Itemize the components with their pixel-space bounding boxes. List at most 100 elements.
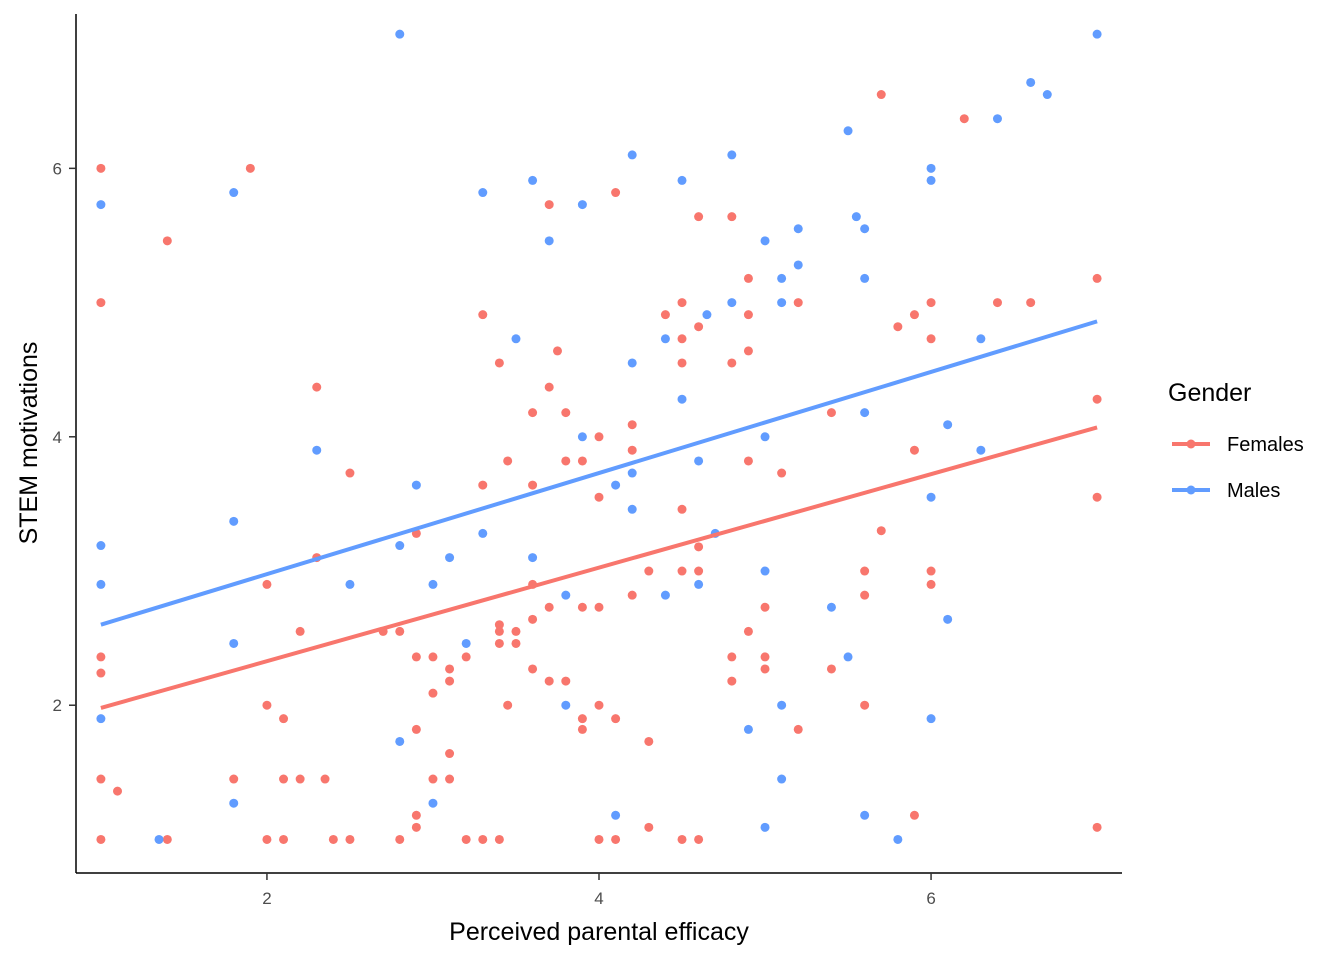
x-axis-title: Perceived parental efficacy	[449, 918, 749, 946]
point-females	[1092, 822, 1102, 832]
point-males	[943, 614, 953, 624]
point-males	[96, 541, 106, 551]
point-females	[528, 664, 538, 674]
point-females	[96, 163, 106, 173]
point-females	[411, 724, 421, 734]
point-females	[992, 298, 1002, 308]
point-females	[1092, 394, 1102, 404]
point-males	[826, 602, 836, 612]
point-males	[760, 236, 770, 246]
point-males	[611, 480, 621, 490]
point-females	[743, 626, 753, 636]
point-females	[926, 566, 936, 576]
y-tick-label: 4	[53, 428, 62, 447]
point-females	[544, 200, 554, 210]
point-females	[320, 774, 330, 784]
point-females	[561, 456, 571, 466]
point-females	[262, 700, 272, 710]
point-females	[445, 676, 455, 686]
point-females	[544, 382, 554, 392]
legend-item-females: Females	[1172, 434, 1304, 456]
point-females	[162, 834, 172, 844]
point-males	[96, 200, 106, 210]
point-males	[154, 834, 164, 844]
point-females	[694, 322, 704, 332]
point-males	[851, 212, 861, 222]
point-females	[743, 346, 753, 356]
point-females	[677, 334, 687, 344]
point-females	[860, 700, 870, 710]
point-females	[1092, 273, 1102, 283]
point-females	[345, 468, 355, 478]
point-males	[727, 150, 737, 160]
point-females	[561, 408, 571, 418]
point-females	[860, 566, 870, 576]
point-females	[677, 298, 687, 308]
point-females	[411, 652, 421, 662]
point-males	[1026, 77, 1036, 87]
point-males	[694, 456, 704, 466]
point-females	[395, 834, 405, 844]
point-males	[478, 188, 488, 198]
point-males	[345, 579, 355, 589]
point-females	[627, 445, 637, 455]
point-males	[528, 553, 538, 563]
point-males	[992, 114, 1002, 124]
point-females	[503, 700, 513, 710]
point-females	[694, 542, 704, 552]
point-females	[262, 579, 272, 589]
point-females	[777, 468, 787, 478]
trend-lines	[100, 319, 1098, 710]
point-males	[660, 590, 670, 600]
point-females	[279, 834, 289, 844]
point-females	[279, 774, 289, 784]
point-females	[677, 504, 687, 514]
x-tick-label: 6	[926, 889, 935, 908]
point-males	[926, 714, 936, 724]
point-females	[577, 724, 587, 734]
point-females	[577, 456, 587, 466]
point-males	[395, 541, 405, 551]
legend-key-point	[1186, 439, 1196, 449]
point-females	[677, 358, 687, 368]
point-females	[96, 298, 106, 308]
point-females	[826, 408, 836, 418]
point-males	[229, 638, 239, 648]
point-males	[627, 150, 637, 160]
point-males	[893, 834, 903, 844]
x-tick-label: 4	[594, 889, 603, 908]
point-females	[677, 834, 687, 844]
point-females	[1092, 492, 1102, 502]
point-females	[594, 432, 604, 442]
point-females	[494, 626, 504, 636]
x-axis-ticks: 2 4 6	[262, 873, 936, 908]
y-axis-ticks: 2 4 6	[53, 159, 76, 715]
point-females	[428, 652, 438, 662]
point-females	[561, 676, 571, 686]
point-males	[1092, 29, 1102, 39]
point-males	[511, 334, 521, 344]
point-males	[926, 175, 936, 185]
point-females	[660, 310, 670, 320]
point-females	[445, 664, 455, 674]
point-males	[96, 579, 106, 589]
point-males	[96, 714, 106, 724]
point-females	[826, 664, 836, 674]
point-males	[577, 432, 587, 442]
point-females	[411, 810, 421, 820]
point-males	[528, 175, 538, 185]
point-females	[760, 664, 770, 674]
point-males	[660, 334, 670, 344]
point-females	[445, 749, 455, 759]
point-males	[760, 822, 770, 832]
point-females	[743, 456, 753, 466]
point-males	[229, 516, 239, 526]
point-males	[777, 700, 787, 710]
point-females	[312, 382, 322, 392]
point-males	[627, 504, 637, 514]
point-females	[96, 834, 106, 844]
point-males	[229, 188, 239, 198]
point-females	[909, 810, 919, 820]
point-females	[743, 310, 753, 320]
legend-label: Females	[1227, 434, 1304, 456]
